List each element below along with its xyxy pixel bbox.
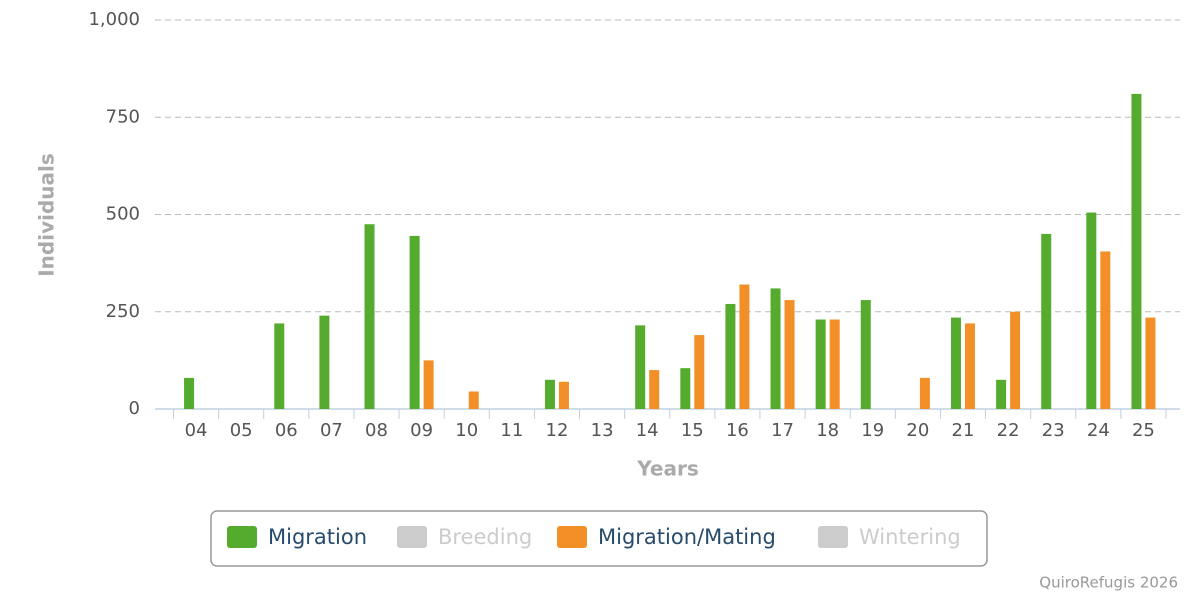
legend-swatch[interactable] bbox=[227, 526, 257, 548]
bar bbox=[1100, 251, 1111, 409]
y-axis-title: Individuals bbox=[35, 153, 59, 277]
y-tick-label: 1,000 bbox=[88, 9, 140, 30]
x-tick-label: 15 bbox=[681, 420, 704, 441]
bar bbox=[784, 300, 795, 409]
x-axis-title: Years bbox=[636, 457, 698, 481]
legend-swatch[interactable] bbox=[397, 526, 427, 548]
bar bbox=[815, 319, 826, 409]
y-tick-label: 250 bbox=[106, 301, 140, 322]
y-tick-label: 500 bbox=[106, 204, 140, 225]
x-tick-label: 09 bbox=[410, 420, 433, 441]
x-tick-label: 19 bbox=[861, 420, 884, 441]
bar bbox=[635, 325, 646, 409]
legend-label[interactable]: Migration bbox=[268, 525, 367, 549]
x-tick-label: 14 bbox=[636, 420, 659, 441]
x-tick-label: 25 bbox=[1132, 420, 1155, 441]
bar bbox=[770, 288, 781, 409]
bar bbox=[558, 381, 569, 409]
legend-swatch[interactable] bbox=[557, 526, 587, 548]
x-tick-label: 20 bbox=[906, 420, 929, 441]
bar bbox=[274, 323, 285, 409]
x-tick-label: 04 bbox=[185, 420, 208, 441]
x-tick-label: 13 bbox=[591, 420, 614, 441]
x-tick-label: 23 bbox=[1042, 420, 1065, 441]
bar bbox=[725, 303, 736, 409]
legend-swatch[interactable] bbox=[818, 526, 848, 548]
bar bbox=[680, 368, 691, 409]
x-tick-label: 06 bbox=[275, 420, 298, 441]
legend-label[interactable]: Wintering bbox=[859, 525, 961, 549]
x-tick-label: 11 bbox=[500, 420, 523, 441]
credits: QuiroRefugis 2026 bbox=[1039, 574, 1178, 592]
bar bbox=[829, 319, 840, 409]
bar bbox=[860, 300, 871, 409]
bar bbox=[544, 379, 555, 409]
x-tick-label: 21 bbox=[952, 420, 975, 441]
x-tick-label: 05 bbox=[230, 420, 253, 441]
x-tick-label: 17 bbox=[771, 420, 794, 441]
bar bbox=[649, 370, 660, 409]
bar bbox=[364, 224, 375, 409]
y-tick-label: 750 bbox=[106, 106, 140, 127]
x-tick-label: 18 bbox=[816, 420, 839, 441]
x-tick-label: 22 bbox=[997, 420, 1020, 441]
x-tick-label: 24 bbox=[1087, 420, 1110, 441]
legend-label[interactable]: Migration/Mating bbox=[598, 525, 776, 549]
bar bbox=[694, 335, 705, 409]
x-tick-label: 16 bbox=[726, 420, 749, 441]
bar bbox=[964, 323, 975, 409]
bar bbox=[739, 284, 750, 409]
bar bbox=[1086, 212, 1097, 409]
bar bbox=[1041, 233, 1052, 409]
x-tick-label: 07 bbox=[320, 420, 343, 441]
bar bbox=[1010, 311, 1021, 409]
x-tick-label: 10 bbox=[455, 420, 478, 441]
x-tick-label: 12 bbox=[546, 420, 569, 441]
legend-box bbox=[210, 510, 988, 567]
bar bbox=[996, 379, 1007, 409]
bar bbox=[1131, 93, 1142, 409]
bar bbox=[1145, 317, 1156, 409]
bar bbox=[184, 377, 195, 409]
bar bbox=[950, 317, 961, 409]
bar bbox=[919, 377, 930, 409]
bar bbox=[468, 391, 479, 409]
bar bbox=[319, 315, 330, 409]
bar bbox=[409, 235, 420, 409]
y-tick-label: 0 bbox=[129, 398, 140, 419]
bar bbox=[423, 360, 434, 409]
x-tick-label: 08 bbox=[365, 420, 388, 441]
legend-label[interactable]: Breeding bbox=[438, 525, 532, 549]
